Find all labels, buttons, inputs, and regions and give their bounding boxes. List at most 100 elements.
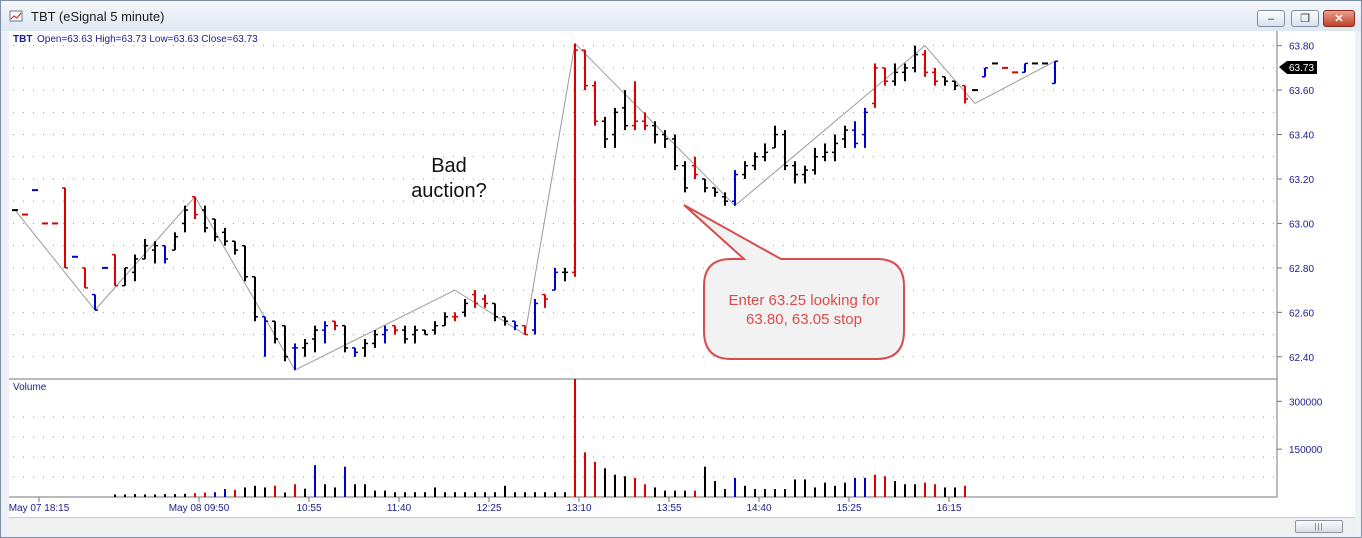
ohlc-bar: [842, 125, 848, 148]
last-price-tag: 63.73: [1279, 61, 1317, 74]
volume-axis-ticks: 300000 150000: [1277, 397, 1323, 456]
ohlc-bar: [362, 339, 368, 357]
grip-icon: |||: [1314, 522, 1324, 531]
ohlc-bar: [492, 302, 498, 322]
time-tick-label: 15:25: [836, 503, 861, 514]
price-tick-label: 63.80: [1289, 42, 1314, 53]
chart-area[interactable]: TBT Open=63.63 High=63.73 Low=63.63 Clos…: [9, 31, 1355, 517]
ohlc-bar: [522, 324, 528, 336]
price-axis-ticks: 63.80 63.60 63.40 63.20 63.00 62.80 62.60 62.40: [1277, 42, 1314, 364]
ohlc-bar: [182, 205, 188, 233]
time-tick-label: 13:10: [566, 503, 591, 514]
time-tick-label: 13:55: [656, 503, 681, 514]
swing-line: [454, 289, 526, 335]
ohlc-bar: [742, 161, 748, 179]
ohlc-bar: [902, 63, 908, 82]
ohlc-bar: [342, 324, 348, 353]
bad-auction-line-1: Bad: [431, 155, 467, 177]
price-tick-label: 63.60: [1289, 86, 1314, 97]
ohlc-bar: [302, 339, 308, 357]
swing-line: [14, 209, 96, 311]
swing-line: [924, 45, 976, 104]
ohlc-bar: [502, 316, 508, 326]
horizontal-scrollbar[interactable]: |||: [9, 517, 1355, 535]
time-tick-label: May 08 09:50: [169, 503, 230, 514]
ohlc-bar: [602, 116, 608, 148]
ohlc-bar: [882, 67, 888, 86]
ohlc-bar: [232, 240, 238, 255]
ohlc-bar: [802, 165, 808, 184]
ohlc-bar: [622, 90, 628, 131]
time-tick-label: 14:40: [746, 503, 771, 514]
ohlc-bar: [402, 325, 408, 344]
swing-line: [974, 60, 1056, 104]
ohlc-bar: [792, 161, 798, 184]
ohlc-bar: [142, 239, 148, 260]
ohlc-bar: [812, 147, 818, 175]
ohlc-bar: [562, 267, 568, 282]
volume-panel-label: Volume: [13, 382, 47, 393]
ohlc-bar: [672, 134, 678, 171]
minimize-icon: –: [1267, 12, 1275, 25]
ohlc-bar: [612, 107, 618, 148]
ohlc-bar: [642, 112, 648, 131]
ohlc-bar: [322, 321, 328, 344]
ohlc-bar: [222, 227, 228, 246]
ohlc-bar: [262, 316, 268, 357]
ohlc-bar: [822, 143, 828, 162]
ohlc-bar: [632, 81, 638, 131]
ohlc-bar: [192, 196, 198, 219]
time-tick-label: May 07 18:15: [9, 503, 70, 514]
callout-line-1: Enter 63.25 looking for: [729, 292, 880, 309]
callout-line-2: 63.80, 63.05 stop: [746, 311, 862, 328]
ohlc-bar: [122, 267, 128, 287]
minimize-button[interactable]: –: [1257, 10, 1285, 27]
ohlc-bar: [382, 325, 388, 344]
ohlc-bar: [172, 232, 178, 251]
ohlc-bar: [62, 187, 68, 269]
ohlc-bar: [482, 294, 488, 308]
swing-line: [194, 196, 296, 371]
volume-bars: [114, 379, 966, 497]
ohlc-bar: [912, 45, 918, 73]
ohlc-bar: [582, 49, 588, 91]
ohlc-bar: [442, 312, 448, 327]
ohlc-bar: [712, 187, 718, 197]
ohlc-bar: [832, 134, 838, 162]
ohlc-bar: [162, 244, 168, 264]
title-bar[interactable]: TBT (eSignal 5 minute) – ❐ ✕: [1, 1, 1361, 31]
close-button[interactable]: ✕: [1323, 10, 1355, 27]
ohlc-bar: [332, 320, 338, 331]
window-title: TBT (eSignal 5 minute): [31, 9, 165, 24]
bad-auction-line-2: auction?: [411, 180, 487, 202]
price-tick-label: 63.40: [1289, 131, 1314, 142]
ohlc-bar: [272, 320, 278, 344]
ohlc-bar: [772, 125, 778, 149]
ohlc-bar: [472, 290, 478, 308]
price-tick-label: 62.40: [1289, 353, 1314, 364]
time-tick-label: 16:15: [936, 503, 961, 514]
ohlc-bar: [432, 321, 438, 335]
ohlc-bar: [872, 63, 878, 108]
swing-line: [524, 43, 576, 335]
ohlc-bar: [982, 67, 988, 78]
close-icon: ✕: [1334, 13, 1344, 25]
restore-button[interactable]: ❐: [1291, 10, 1319, 27]
ohlc-bar: [242, 244, 248, 282]
ohlc-bar: [82, 267, 88, 289]
price-tick-label: 62.80: [1289, 264, 1314, 275]
last-price-label: 63.73: [1289, 63, 1314, 74]
time-tick-label: 11:40: [387, 503, 412, 514]
ohlc-bar: [412, 325, 418, 344]
price-volume-chart[interactable]: TBT Open=63.63 High=63.73 Low=63.63 Clos…: [9, 31, 1355, 517]
dotted-grid: [13, 45, 1275, 478]
ohlc-bar: [862, 107, 868, 148]
ohlc-bar: [962, 84, 968, 104]
ohlc-bar: [212, 218, 218, 242]
ohlc-bar: [312, 325, 318, 353]
scroll-thumb[interactable]: |||: [1295, 520, 1343, 533]
restore-icon: ❐: [1300, 13, 1310, 25]
ohlc-bar: [692, 156, 698, 179]
ohlc-bar: [372, 330, 378, 348]
